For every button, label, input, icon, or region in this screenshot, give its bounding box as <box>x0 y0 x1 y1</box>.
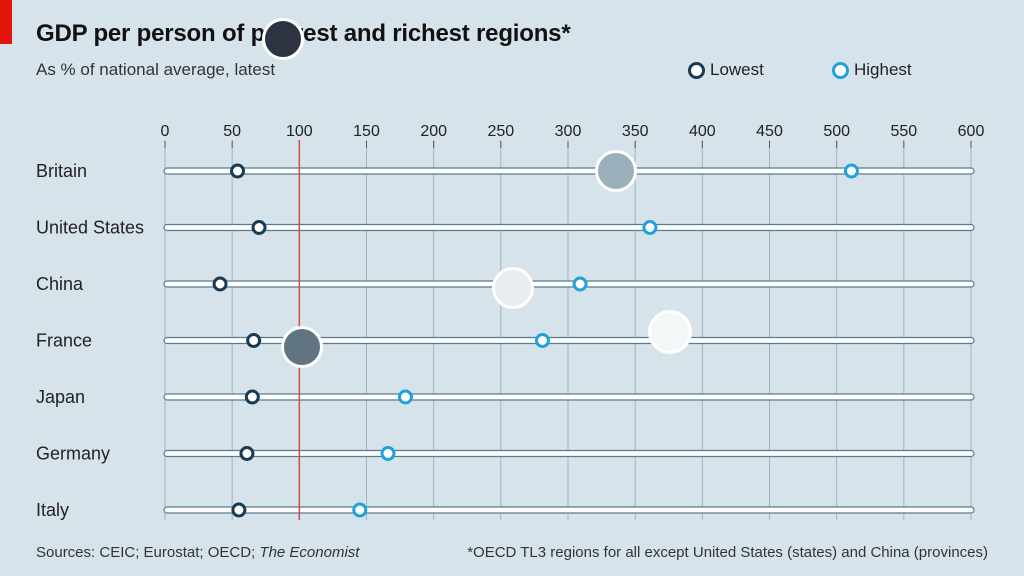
chart-subtitle: As % of national average, latest <box>36 60 276 79</box>
legend-lowest: Lowest <box>688 60 764 80</box>
decorative-disc-white <box>492 267 534 309</box>
brand-tag <box>0 0 12 44</box>
highest-point-2 <box>572 276 588 292</box>
decorative-disc-grey <box>595 150 637 192</box>
lowest-point-6 <box>231 502 247 518</box>
track-5 <box>163 449 975 458</box>
footnote: *OECD TL3 regions for all except United … <box>467 544 988 561</box>
tick-label-100: 100 <box>286 123 313 140</box>
tick-label-300: 300 <box>555 123 582 140</box>
category-label-2: China <box>36 274 84 294</box>
tick-label-550: 550 <box>890 123 917 140</box>
lowest-point-5 <box>239 446 255 461</box>
category-label-5: Germany <box>36 444 110 464</box>
tick-label-400: 400 <box>689 123 716 140</box>
lowest-point-4 <box>244 389 260 405</box>
tick-label-50: 50 <box>223 123 241 140</box>
highest-point-5 <box>380 446 396 461</box>
track-2 <box>163 280 975 288</box>
tick-label-600: 600 <box>958 123 985 140</box>
lowest-point-0 <box>230 163 246 179</box>
track-0 <box>163 167 975 175</box>
highest-point-6 <box>352 502 368 518</box>
decorative-disc-dark-top <box>262 18 304 60</box>
decorative-disc-slate <box>281 326 323 368</box>
track-6 <box>163 506 975 514</box>
category-label-0: Britain <box>36 161 87 181</box>
track-3 <box>163 336 975 345</box>
legend-lowest-label: Lowest <box>710 60 764 79</box>
sources: Sources: CEIC; Eurostat; OECD; The Econo… <box>36 544 359 561</box>
track-1 <box>163 223 975 232</box>
legend-highest-label: Highest <box>854 60 912 79</box>
tick-label-350: 350 <box>622 123 649 140</box>
highest-point-1 <box>642 220 658 235</box>
decorative-disc-light <box>648 310 692 354</box>
tick-label-0: 0 <box>161 123 170 140</box>
tick-label-200: 200 <box>420 123 447 140</box>
category-label-4: Japan <box>36 387 85 407</box>
lowest-point-3 <box>246 333 262 348</box>
tick-label-250: 250 <box>487 123 514 140</box>
lowest-marker-icon <box>688 61 705 79</box>
legend-highest: Highest <box>832 60 912 80</box>
highest-marker-icon <box>832 61 849 79</box>
category-label-3: France <box>36 331 92 351</box>
highest-point-0 <box>843 163 859 179</box>
lowest-point-1 <box>251 220 267 235</box>
highest-point-4 <box>397 389 413 405</box>
tick-label-500: 500 <box>823 123 850 140</box>
highest-point-3 <box>534 333 550 348</box>
tick-label-150: 150 <box>353 123 380 140</box>
category-label-6: Italy <box>36 500 69 520</box>
lowest-point-2 <box>212 276 228 292</box>
sources-label: Sources: CEIC; Eurostat; OECD; <box>36 544 260 561</box>
tick-label-450: 450 <box>756 123 783 140</box>
category-label-1: United States <box>36 218 144 238</box>
sources-publication: The Economist <box>259 544 360 561</box>
track-4 <box>163 393 975 401</box>
